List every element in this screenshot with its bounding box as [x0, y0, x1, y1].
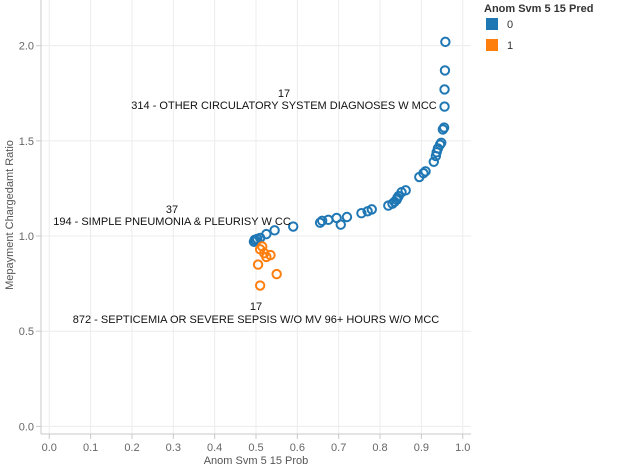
data-point-series-0 — [261, 228, 272, 240]
data-point-series-1 — [257, 241, 268, 252]
annotation-label-3: 872 - SEPTICEMIA OR SEVERE SEPSIS W/O MV… — [73, 314, 439, 326]
data-point-series-0 — [335, 219, 346, 230]
x-axis-title: Anom Svm 5 15 Prob — [204, 455, 309, 467]
x-tick-label: 1.0 — [455, 442, 470, 454]
y-tick-label: 1.0 — [19, 231, 34, 243]
data-point-series-0 — [288, 221, 299, 232]
annotation-label-2: 194 - SIMPLE PNEUMONIA & PLEURISY W CC — [53, 216, 291, 228]
x-tick-label: 0.3 — [166, 442, 181, 454]
x-tick-label: 0.6 — [290, 442, 305, 454]
data-point-series-0 — [316, 215, 328, 227]
x-tick-label: 0.2 — [124, 442, 139, 454]
annotation-count-2: 37 — [166, 204, 178, 216]
data-point-series-0 — [418, 168, 429, 179]
y-tick-label: 0.0 — [19, 421, 34, 433]
legend-swatch-0 — [486, 18, 498, 30]
x-tick-label: 0.1 — [83, 442, 98, 454]
data-point-series-0 — [420, 166, 431, 177]
y-tick-label: 1.5 — [19, 136, 34, 148]
data-point-series-0 — [269, 225, 280, 236]
data-point-series-0 — [440, 36, 451, 48]
annotation-count-3: 17 — [250, 301, 262, 313]
x-tick-label: 0.7 — [331, 442, 346, 454]
x-tick-label: 0.4 — [207, 442, 222, 454]
data-point-series-1 — [265, 249, 276, 261]
x-tick-label: 0.9 — [414, 442, 429, 454]
data-point-series-0 — [366, 204, 377, 215]
legend-title: Anom Svm 5 15 Pred — [484, 3, 593, 15]
annotation-label-1: 314 - OTHER CIRCULATORY SYSTEM DIAGNOSES… — [131, 100, 436, 112]
data-point-series-0 — [439, 65, 451, 76]
data-points — [248, 36, 451, 291]
legend-label-0: 0 — [507, 19, 513, 31]
legend-label-1: 1 — [507, 40, 513, 52]
data-point-series-1 — [254, 280, 266, 291]
data-point-series-0 — [439, 84, 450, 95]
y-tick-label: 2.0 — [19, 41, 34, 53]
data-point-series-0 — [438, 122, 450, 133]
y-axis-title: Mepayment Chargedamt Ratio — [4, 140, 16, 290]
data-point-series-0 — [356, 207, 367, 219]
y-tick-label: 0.5 — [19, 326, 34, 338]
x-tick-label: 0.8 — [372, 442, 387, 454]
annotation-count-1: 17 — [278, 88, 290, 100]
data-point-series-0 — [341, 211, 353, 223]
x-tick-label: 0.0 — [42, 442, 57, 454]
data-point-series-1 — [271, 268, 282, 280]
data-point-series-0 — [436, 137, 447, 148]
legend-swatch-1 — [486, 39, 498, 51]
data-point-series-1 — [252, 259, 264, 270]
data-point-series-0 — [400, 185, 411, 196]
legend: Anom Svm 5 15 Pred 0 1 — [484, 3, 593, 52]
x-tick-label: 0.5 — [248, 442, 263, 454]
data-point-series-0 — [439, 101, 450, 112]
y-axis-ticks: 0.0 0.5 1.0 1.5 2.0 — [19, 41, 41, 433]
x-axis-ticks: 0.0 0.1 0.2 0.3 0.4 0.5 0.6 0.7 0.8 0.9 1.0 — [42, 434, 470, 454]
data-point-series-0 — [428, 156, 439, 167]
